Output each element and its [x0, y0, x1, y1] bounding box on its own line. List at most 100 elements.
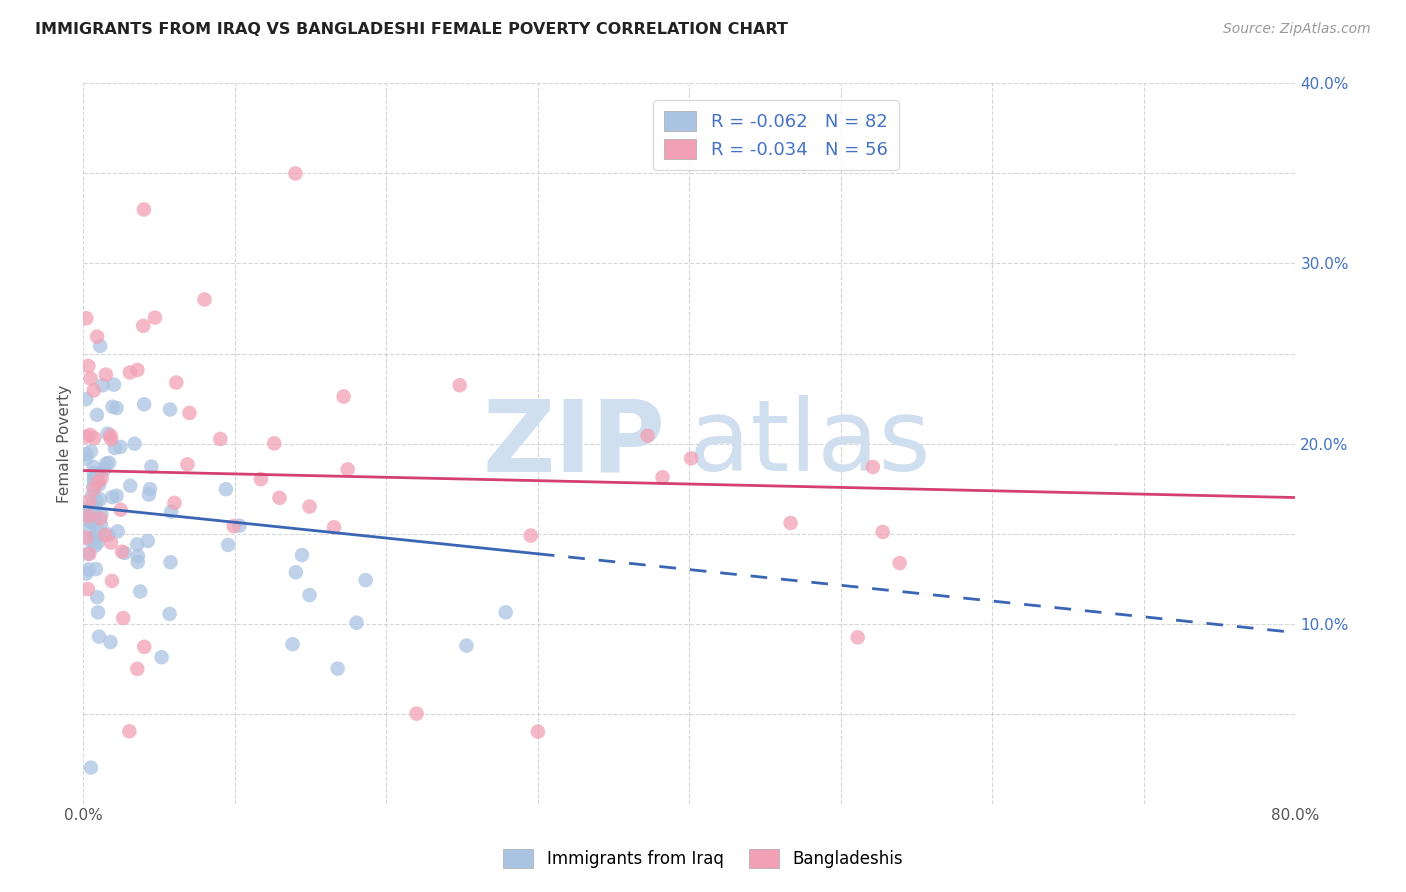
- Point: [127, 555, 149, 569]
- Point: [110, 502, 132, 516]
- Point: [298, 588, 321, 602]
- Point: [82, 479, 104, 493]
- Point: [222, 519, 245, 533]
- Point: [112, 611, 135, 625]
- Point: [79, 533, 101, 548]
- Point: [100, 432, 122, 446]
- Point: [80, 761, 103, 775]
- Point: [134, 397, 156, 411]
- Point: [160, 505, 183, 519]
- Point: [281, 637, 304, 651]
- Point: [159, 555, 181, 569]
- Point: [80, 515, 103, 529]
- Point: [77, 509, 100, 524]
- Point: [129, 584, 152, 599]
- Point: [83, 384, 105, 398]
- Point: [84, 500, 107, 514]
- Point: [114, 546, 136, 560]
- Y-axis label: Female Poverty: Female Poverty: [58, 384, 72, 503]
- Point: [127, 537, 149, 551]
- Point: [889, 556, 911, 570]
- Point: [86, 590, 108, 604]
- Point: [83, 482, 105, 496]
- Point: [132, 202, 155, 217]
- Point: [134, 640, 156, 654]
- Point: [75, 311, 97, 326]
- Point: [90, 517, 112, 532]
- Text: IMMIGRANTS FROM IRAQ VS BANGLADESHI FEMALE POVERTY CORRELATION CHART: IMMIGRANTS FROM IRAQ VS BANGLADESHI FEMA…: [35, 22, 787, 37]
- Point: [326, 662, 349, 676]
- Point: [79, 428, 101, 442]
- Point: [83, 466, 105, 480]
- Point: [132, 318, 155, 333]
- Point: [94, 368, 117, 382]
- Point: [449, 378, 471, 392]
- Point: [75, 392, 97, 406]
- Point: [86, 493, 108, 508]
- Point: [520, 528, 543, 542]
- Point: [139, 482, 162, 496]
- Point: [124, 436, 146, 450]
- Point: [84, 507, 107, 521]
- Point: [405, 706, 427, 721]
- Point: [354, 573, 377, 587]
- Point: [104, 441, 127, 455]
- Point: [284, 566, 307, 580]
- Point: [84, 562, 107, 576]
- Point: [79, 371, 101, 385]
- Point: [80, 489, 103, 503]
- Point: [143, 310, 166, 325]
- Point: [89, 511, 111, 525]
- Point: [86, 475, 108, 490]
- Point: [75, 429, 97, 443]
- Point: [77, 359, 100, 373]
- Point: [217, 538, 239, 552]
- Point: [120, 479, 142, 493]
- Point: [127, 549, 149, 563]
- Point: [87, 477, 110, 491]
- Point: [118, 724, 141, 739]
- Point: [76, 504, 98, 518]
- Point: [76, 547, 98, 561]
- Point: [193, 293, 215, 307]
- Point: [97, 426, 120, 441]
- Point: [90, 471, 112, 485]
- Text: Source: ZipAtlas.com: Source: ZipAtlas.com: [1223, 22, 1371, 37]
- Legend: Immigrants from Iraq, Bangladeshis: Immigrants from Iraq, Bangladeshis: [496, 842, 910, 875]
- Point: [101, 574, 124, 588]
- Point: [86, 329, 108, 343]
- Point: [86, 535, 108, 549]
- Point: [110, 440, 132, 454]
- Point: [163, 496, 186, 510]
- Point: [862, 460, 884, 475]
- Point: [215, 482, 238, 496]
- Point: [107, 524, 129, 539]
- Point: [332, 390, 354, 404]
- Point: [779, 516, 801, 530]
- Point: [98, 456, 121, 470]
- Point: [86, 408, 108, 422]
- Point: [84, 539, 107, 553]
- Point: [76, 582, 98, 596]
- Point: [159, 402, 181, 417]
- Point: [83, 431, 105, 445]
- Point: [495, 605, 517, 619]
- Point: [100, 428, 122, 442]
- Point: [637, 428, 659, 442]
- Point: [846, 630, 869, 644]
- Point: [79, 514, 101, 528]
- Text: ZIP: ZIP: [482, 395, 665, 492]
- Point: [83, 473, 105, 487]
- Point: [80, 444, 103, 458]
- Point: [263, 436, 285, 450]
- Point: [127, 363, 149, 377]
- Point: [298, 500, 321, 514]
- Point: [527, 724, 550, 739]
- Point: [138, 487, 160, 501]
- Point: [291, 548, 314, 562]
- Point: [118, 366, 141, 380]
- Point: [101, 490, 124, 504]
- Point: [209, 432, 232, 446]
- Point: [346, 615, 368, 630]
- Point: [872, 524, 894, 539]
